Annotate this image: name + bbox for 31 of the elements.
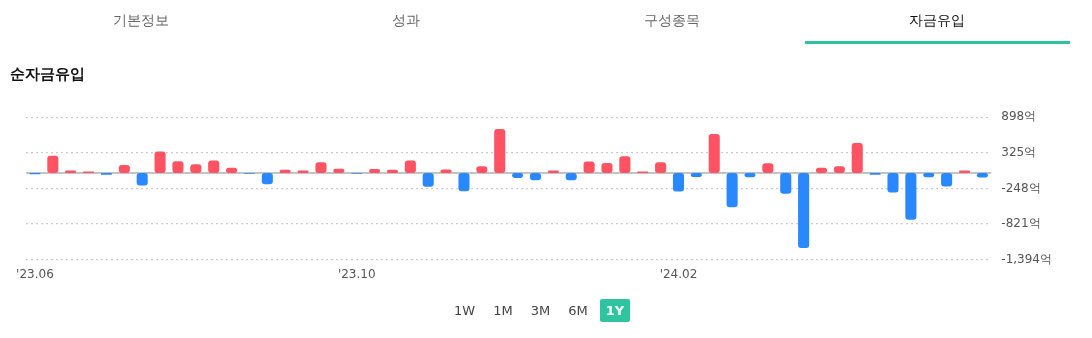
bar [458,172,470,192]
bar [887,172,899,193]
bar [851,142,863,173]
y-tick-label: 898억 [1001,109,1037,124]
text: 1M [492,302,514,320]
y-tick-label: 325억 [1001,144,1037,159]
y-tick-label: -248억 [1001,180,1041,195]
text: 3M [529,302,552,320]
text: 1Y [599,299,631,322]
bar [494,129,506,173]
x-tick-label: '24.02 [659,266,698,281]
x-tick-label: '23.10 [337,266,376,281]
bar [798,172,810,249]
text: 자금유입 [908,11,967,30]
bar [726,172,738,208]
bar [672,172,685,192]
x-tick-label: '23.06 [16,266,54,281]
text: 성과 [391,11,422,30]
text: 1W [453,302,477,320]
bar [47,155,59,173]
text: 6M [567,302,589,320]
text: 기본정보 [111,11,170,30]
bar [619,156,631,173]
chart-title: 순자금유입 [10,65,85,84]
bar [154,151,166,173]
y-tick-label: -821억 [1001,216,1041,231]
bar [905,172,917,220]
bar [708,134,720,173]
bar [780,172,792,194]
y-tick-label: -1,394억 [1001,251,1052,266]
text: 구성종목 [642,11,701,30]
